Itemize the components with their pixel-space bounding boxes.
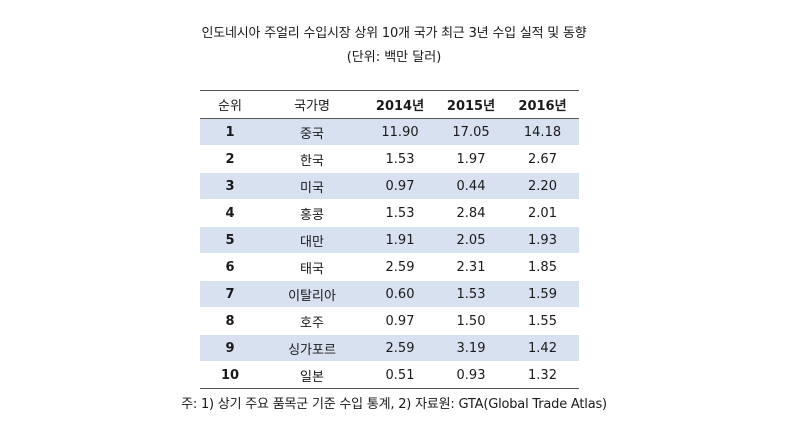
table-row: 9 싱가포르 2.59 3.19 1.42 (200, 334, 579, 362)
value-2016-cell: 1.59 (506, 280, 579, 308)
country-cell: 미국 (260, 172, 364, 200)
rank-cell: 5 (200, 226, 260, 254)
footnote: 주: 1) 상기 주요 품목군 기준 수입 통계, 2) 자료원: GTA(Gl… (181, 397, 607, 412)
value-2015-cell: 2.05 (436, 226, 506, 254)
country-cell: 홍콩 (300, 207, 324, 223)
value-2015-cell: 0.93 (456, 367, 486, 383)
value-2014-cell: 0.97 (385, 313, 415, 329)
table-row: 6 태국 2.59 2.31 1.85 (200, 254, 579, 281)
value-2014-cell: 2.59 (364, 334, 436, 362)
country-cell: 대만 (260, 226, 364, 254)
value-2015-cell: 1.50 (456, 313, 486, 329)
value-2014-cell: 1.53 (385, 205, 415, 221)
value-2015-cell: 17.05 (436, 118, 506, 146)
table-row: 1 중국 11.90 17.05 14.18 (200, 118, 579, 146)
rank-cell: 10 (220, 367, 240, 383)
table-row: 10 일본 0.51 0.93 1.32 (200, 362, 579, 389)
table-row: 4 홍콩 1.53 2.84 2.01 (200, 200, 579, 227)
value-2014-cell: 11.90 (364, 118, 436, 146)
country-cell: 한국 (300, 153, 324, 169)
table-row: 8 호주 0.97 1.50 1.55 (200, 308, 579, 335)
header-2015: 2015년 (446, 99, 496, 114)
country-cell: 이탈리아 (260, 280, 364, 308)
header-country: 국가명 (294, 99, 330, 114)
value-2016-cell: 2.67 (528, 151, 557, 167)
rank-cell: 3 (200, 172, 260, 200)
header-2016: 2016년 (518, 99, 567, 114)
rank-cell: 1 (200, 118, 260, 146)
country-cell: 일본 (300, 369, 324, 385)
value-2014-cell: 2.59 (385, 259, 415, 275)
table-row: 3 미국 0.97 0.44 2.20 (200, 172, 579, 200)
table-header-row: 순위 국가명 2014년 2015년 2016년 (200, 90, 579, 119)
country-cell: 호주 (300, 315, 324, 331)
header-2014: 2014년 (375, 99, 425, 114)
value-2016-cell: 1.42 (506, 334, 579, 362)
value-2014-cell: 0.60 (364, 280, 436, 308)
table-row: 2 한국 1.53 1.97 2.67 (200, 146, 579, 173)
import-table: 순위 국가명 2014년 2015년 2016년 1 중국 11.90 17.05 14… (200, 90, 579, 389)
value-2016-cell: 14.18 (506, 118, 579, 146)
value-2015-cell: 2.31 (456, 259, 486, 275)
value-2016-cell: 1.85 (528, 259, 557, 275)
rank-cell: 2 (225, 151, 235, 167)
unit-note: (단위: 백만 달러) (346, 50, 442, 65)
value-2015-cell: 2.84 (456, 205, 486, 221)
rank-cell: 9 (200, 334, 260, 362)
table-body: 1 중국 11.90 17.05 14.18 2 한국 1.53 1.97 2.67 3 미국 0.97… (200, 118, 579, 389)
value-2015-cell: 1.53 (436, 280, 506, 308)
value-2014-cell: 1.91 (364, 226, 436, 254)
value-2014-cell: 0.51 (385, 367, 415, 383)
value-2015-cell: 0.44 (436, 172, 506, 200)
value-2015-cell: 1.97 (456, 151, 486, 167)
rank-cell: 4 (225, 205, 235, 221)
value-2016-cell: 1.93 (506, 226, 579, 254)
table-row: 7 이탈리아 0.60 1.53 1.59 (200, 280, 579, 308)
value-2014-cell: 0.97 (364, 172, 436, 200)
value-2015-cell: 3.19 (436, 334, 506, 362)
value-2014-cell: 1.53 (385, 151, 415, 167)
rank-cell: 6 (225, 259, 235, 275)
country-cell: 중국 (260, 118, 364, 146)
country-cell: 태국 (300, 261, 324, 277)
rank-cell: 7 (200, 280, 260, 308)
value-2016-cell: 2.20 (506, 172, 579, 200)
table-row: 5 대만 1.91 2.05 1.93 (200, 226, 579, 254)
table-title: 인도네시아 주얼리 수입시장 상위 10개 국가 최근 3년 수입 실적 및 동… (201, 26, 587, 41)
value-2016-cell: 1.32 (528, 367, 557, 383)
value-2016-cell: 1.55 (528, 313, 557, 329)
rank-cell: 8 (225, 313, 235, 329)
header-rank: 순위 (218, 99, 242, 114)
country-cell: 싱가포르 (260, 334, 364, 362)
value-2016-cell: 2.01 (528, 205, 557, 221)
